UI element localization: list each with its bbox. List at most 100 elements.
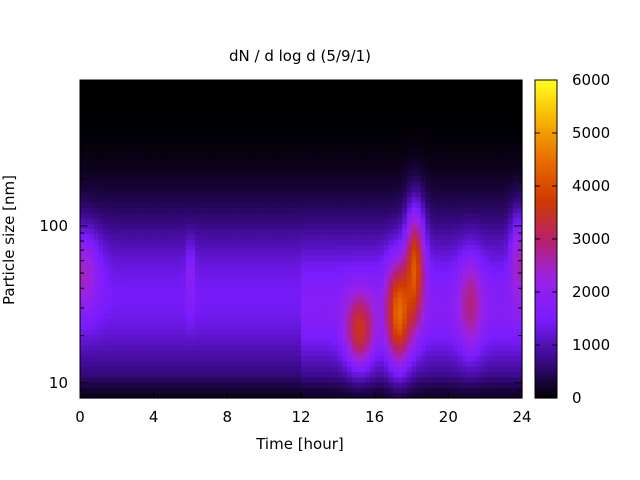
heatmap-cell (443, 85, 449, 92)
heatmap-cell (162, 207, 169, 214)
heatmap-cell (301, 307, 307, 314)
heatmap-cell (126, 376, 132, 383)
heatmap-cell (84, 175, 90, 182)
heatmap-cell (139, 260, 146, 267)
heatmap-cell (116, 127, 123, 134)
heatmap-cell (360, 360, 367, 367)
heatmap-cell (84, 106, 90, 113)
heatmap-cell (342, 106, 348, 113)
heatmap-cell (162, 233, 169, 240)
heatmap-cell (356, 207, 362, 214)
heatmap-cell (254, 127, 261, 134)
heatmap-cell (93, 281, 100, 288)
heatmap-cell (379, 249, 385, 256)
heatmap-cell (89, 127, 95, 134)
heatmap-cell (351, 207, 357, 214)
heatmap-cell (135, 228, 141, 235)
heatmap-cell (162, 111, 169, 118)
heatmap-cell (93, 196, 100, 203)
heatmap-cell (222, 191, 228, 198)
heatmap-cell (301, 148, 307, 155)
heatmap-cell (411, 90, 417, 97)
heatmap-cell (314, 127, 321, 134)
heatmap-cell (167, 148, 173, 155)
heatmap-cell (195, 217, 201, 224)
heatmap-cell (328, 212, 334, 219)
heatmap-cell (190, 292, 196, 298)
heatmap-cell (356, 80, 362, 86)
heatmap-cell (328, 186, 334, 192)
heatmap-cell (360, 345, 367, 351)
heatmap-cell (222, 207, 228, 214)
heatmap-cell (425, 260, 431, 267)
heatmap-cell (190, 143, 196, 150)
heatmap-cell (80, 186, 86, 192)
heatmap-cell (190, 233, 196, 240)
heatmap-cell (130, 127, 136, 134)
heatmap-cell (374, 233, 380, 240)
heatmap-cell (116, 382, 123, 388)
heatmap-cell (264, 106, 270, 113)
heatmap-cell (356, 360, 362, 367)
heatmap-cell (222, 270, 228, 277)
heatmap-cell (287, 111, 293, 118)
heatmap-cell (222, 382, 228, 388)
heatmap-cell (379, 292, 385, 298)
heatmap-cell (337, 371, 344, 378)
heatmap-cell (112, 260, 118, 267)
heatmap-cell (80, 207, 86, 214)
heatmap-cell (439, 133, 445, 139)
heatmap-cell (195, 212, 201, 219)
heatmap-cell (254, 106, 261, 113)
heatmap-cell (126, 159, 132, 166)
heatmap-cell (112, 334, 118, 341)
heatmap-cell (195, 366, 201, 373)
heatmap-cell (268, 313, 274, 320)
heatmap-cell (411, 111, 417, 118)
heatmap-cell (333, 117, 339, 123)
heatmap-cell (126, 85, 132, 92)
heatmap-cell (245, 122, 251, 129)
heatmap-cell (383, 154, 390, 161)
heatmap-cell (282, 111, 288, 118)
heatmap-cell (379, 233, 385, 240)
heatmap-cell (457, 143, 463, 150)
heatmap-cell (383, 276, 390, 282)
heatmap-cell (402, 302, 408, 309)
heatmap-cell (388, 281, 394, 288)
heatmap-cell (277, 239, 284, 245)
heatmap-cell (126, 117, 132, 123)
heatmap-cell (93, 212, 100, 219)
heatmap-cell (406, 127, 413, 134)
heatmap-cell (443, 281, 449, 288)
heatmap-cell (176, 329, 182, 335)
heatmap-cell (383, 329, 390, 335)
heatmap-cell (158, 233, 164, 240)
heatmap-cell (153, 217, 159, 224)
heatmap-cell (425, 233, 431, 240)
heatmap-cell (402, 175, 408, 182)
heatmap-cell (360, 292, 367, 298)
heatmap-cell (130, 233, 136, 240)
heatmap-cell (227, 148, 233, 155)
heatmap-cell (93, 95, 100, 102)
heatmap-cell (301, 154, 307, 161)
heatmap-cell (103, 228, 109, 235)
heatmap-cell (195, 196, 201, 203)
heatmap-cell (416, 186, 422, 192)
heatmap-cell (305, 111, 311, 118)
heatmap-cell (185, 265, 192, 272)
heatmap-cell (231, 154, 238, 161)
heatmap-cell (84, 85, 90, 92)
heatmap-cell (406, 159, 413, 166)
heatmap-cell (126, 154, 132, 161)
heatmap-cell (434, 239, 440, 245)
heatmap-cell (416, 196, 422, 203)
heatmap-cell (112, 318, 118, 325)
heatmap-cell (337, 244, 344, 251)
heatmap-cell (291, 111, 297, 118)
heatmap-cell (112, 80, 118, 86)
heatmap-cell (195, 292, 201, 298)
heatmap-cell (268, 186, 274, 192)
heatmap-cell (153, 159, 159, 166)
